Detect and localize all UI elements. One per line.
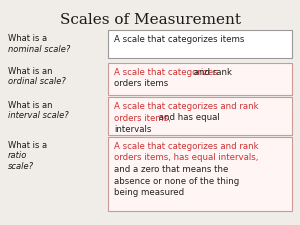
Text: and a zero that means the: and a zero that means the — [114, 165, 228, 174]
FancyBboxPatch shape — [108, 30, 292, 58]
Text: and rank: and rank — [191, 68, 232, 77]
Text: What is a: What is a — [8, 141, 47, 150]
Text: interval scale?: interval scale? — [8, 112, 69, 121]
Text: orders items: orders items — [114, 79, 168, 88]
Text: nominal scale?: nominal scale? — [8, 45, 70, 54]
Text: What is an: What is an — [8, 67, 52, 76]
Text: being measured: being measured — [114, 188, 184, 197]
Text: What is a: What is a — [8, 34, 47, 43]
Text: A scale that categorizes: A scale that categorizes — [114, 68, 218, 77]
Text: ratio: ratio — [8, 151, 27, 160]
Text: orders items,: orders items, — [114, 113, 171, 122]
Text: What is an: What is an — [8, 101, 52, 110]
Text: ordinal scale?: ordinal scale? — [8, 77, 66, 86]
FancyBboxPatch shape — [108, 97, 292, 135]
Text: intervals: intervals — [114, 125, 152, 134]
Text: A scale that categorizes and rank: A scale that categorizes and rank — [114, 142, 259, 151]
Text: A scale that categorizes items: A scale that categorizes items — [114, 35, 244, 44]
FancyBboxPatch shape — [108, 137, 292, 211]
Text: Scales of Measurement: Scales of Measurement — [59, 13, 241, 27]
Text: and has equal: and has equal — [156, 113, 220, 122]
Text: A scale that categorizes and rank: A scale that categorizes and rank — [114, 102, 259, 111]
Text: absence or none of the thing: absence or none of the thing — [114, 176, 239, 185]
Text: scale?: scale? — [8, 162, 34, 171]
FancyBboxPatch shape — [108, 63, 292, 95]
Text: orders items, has equal intervals,: orders items, has equal intervals, — [114, 153, 258, 162]
